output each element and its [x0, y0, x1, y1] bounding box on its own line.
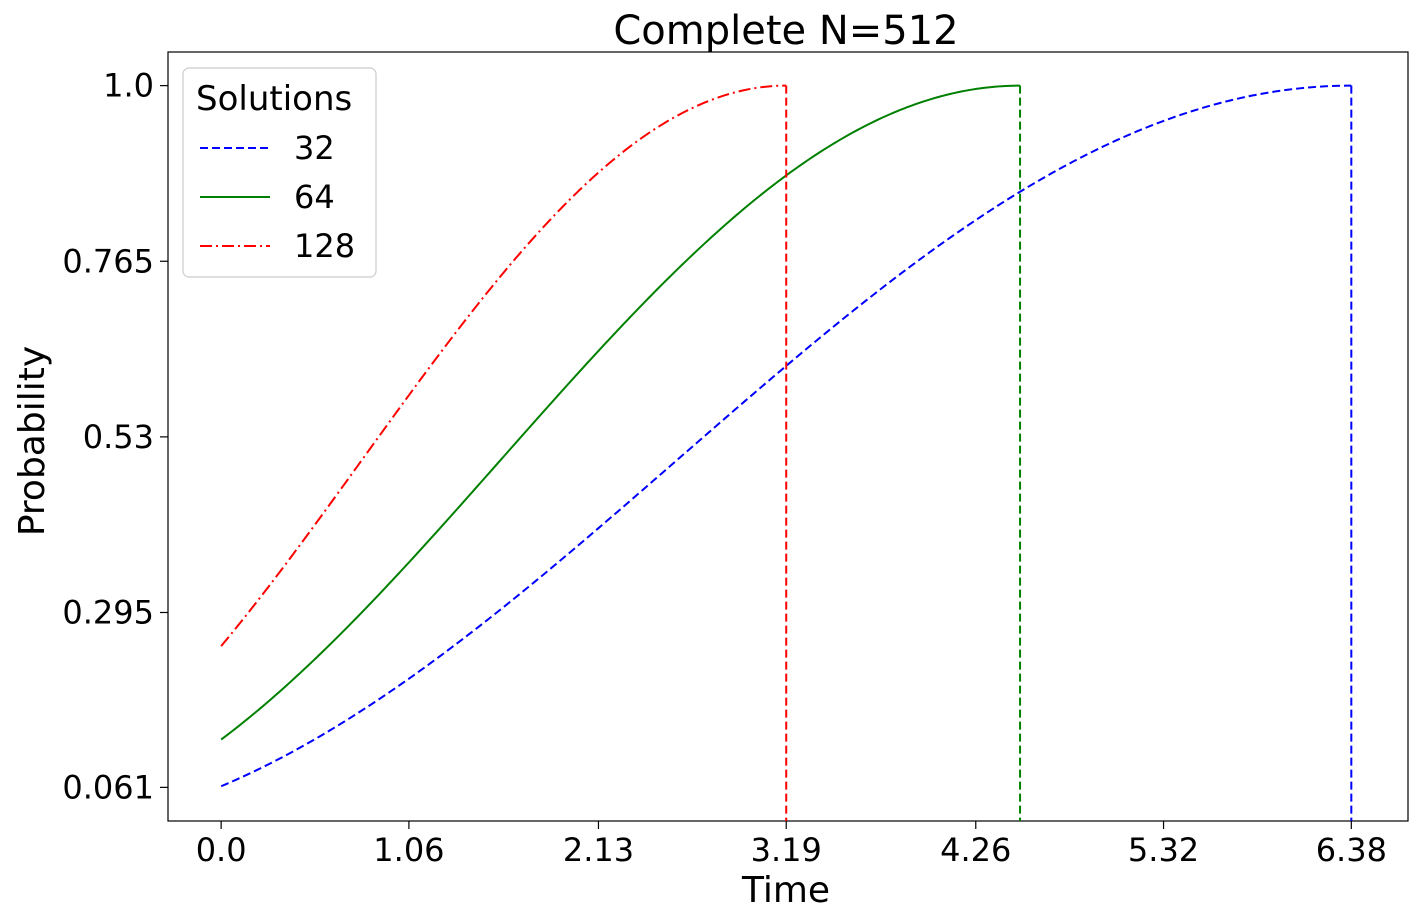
x-tick-label: 3.19 [751, 831, 822, 869]
y-tick-label: 0.295 [62, 593, 154, 631]
legend-title: Solutions [196, 79, 352, 119]
legend-label-64: 64 [294, 178, 335, 216]
x-tick-label: 2.13 [563, 831, 634, 869]
y-tick-label: 1.0 [103, 67, 154, 105]
series-line-32 [220, 84, 1352, 788]
series-line-128 [220, 84, 787, 647]
y-axis: 0.061 0.295 0.53 0.765 1.0 [62, 67, 168, 806]
chart-title: Complete N=512 [613, 8, 958, 54]
legend-items: 32 64 128 [200, 129, 355, 265]
x-tick-label: 1.06 [373, 831, 444, 869]
legend-box [182, 67, 377, 278]
y-tick-label: 0.765 [62, 242, 154, 280]
x-tick-label: 0.0 [196, 831, 247, 869]
series-layer [220, 84, 1353, 821]
legend-label-32: 32 [294, 129, 335, 167]
y-tick-label: 0.53 [83, 418, 154, 456]
series-line-64 [220, 84, 1021, 741]
x-axis-label: Time [741, 870, 830, 911]
x-tick-label: 6.38 [1316, 831, 1387, 869]
legend: Solutions 32 64 128 [182, 67, 377, 278]
legend-label-128: 128 [294, 227, 355, 265]
x-tick-label: 5.32 [1128, 831, 1199, 869]
y-tick-label: 0.061 [62, 768, 154, 806]
x-tick-label: 4.26 [940, 831, 1011, 869]
y-axis-label: Probability [12, 346, 53, 536]
x-axis: 0.0 1.06 2.13 3.19 4.26 5.32 6.38 [196, 821, 1387, 869]
